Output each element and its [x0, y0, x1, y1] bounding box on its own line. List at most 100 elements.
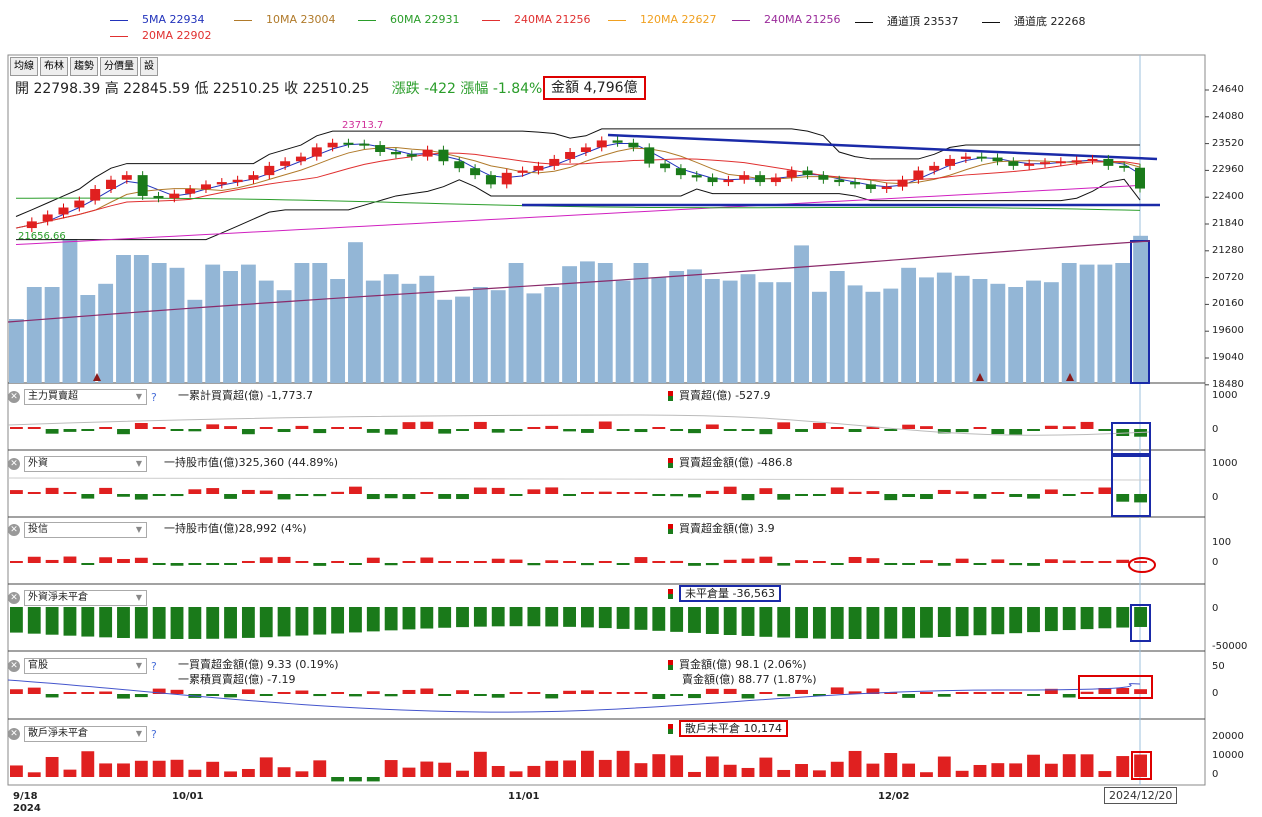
bar-retail-oi [349, 777, 362, 782]
bar-government [117, 694, 130, 699]
volume-bar [116, 255, 131, 383]
bar-foreign [438, 494, 452, 499]
bar-foreign-oi [81, 607, 95, 637]
bar-foreign [581, 492, 594, 494]
highlight-box [1131, 751, 1152, 780]
marker-triangle [1066, 373, 1074, 381]
volume-bar [276, 290, 292, 383]
help-icon[interactable]: ? [151, 390, 157, 404]
indicator-select[interactable]: 外資淨未平倉 ▼ [24, 590, 147, 606]
bar-main-force [955, 429, 969, 433]
bar-main-force [63, 429, 77, 432]
bar-trust [1027, 563, 1040, 566]
candle-body [834, 179, 845, 183]
x-tick: 11/01 [508, 791, 540, 802]
bar-government [991, 692, 1005, 694]
bar-foreign-oi [188, 607, 202, 639]
close-icon[interactable]: ✕ [8, 660, 20, 672]
trend-button[interactable]: 趨勢 [70, 57, 98, 76]
y-tick: 1000 [1212, 458, 1238, 469]
bar-retail-oi [937, 756, 951, 777]
bar-retail-oi [920, 772, 933, 777]
volume-bar [526, 293, 542, 383]
chevron-down-icon: ▼ [135, 392, 142, 401]
high-value: 高 22845.59 [104, 81, 190, 97]
bar-trust [45, 559, 59, 563]
bar-government [705, 688, 719, 694]
bar-foreign-oi [1062, 607, 1076, 631]
bar-main-force [545, 425, 559, 429]
close-icon[interactable]: ✕ [8, 458, 20, 470]
panel-right-label-2: 賣金額(億) 88.77 (1.87%) [682, 673, 817, 686]
bar-retail-oi [1062, 754, 1076, 777]
y-tick: 0 [1212, 557, 1219, 568]
bar-foreign-oi [563, 607, 576, 627]
legend-item: 240MA 21256 [732, 13, 841, 26]
settings-button[interactable]: 設 [140, 57, 158, 76]
close-icon[interactable]: ✕ [8, 524, 20, 536]
bar-foreign [188, 489, 202, 494]
volume-bar [44, 287, 60, 383]
close-icon[interactable]: ✕ [8, 728, 20, 740]
candle-body [280, 161, 291, 166]
bar-government [812, 694, 826, 696]
bar-government [170, 689, 184, 694]
volume-profile-button[interactable]: 分價量 [100, 57, 138, 76]
bar-government [10, 689, 23, 694]
bar-trust [1062, 560, 1076, 563]
indicator-select[interactable]: 主力買賣超 ▼ [24, 389, 147, 405]
help-icon[interactable]: ? [151, 727, 157, 741]
bar-foreign [1098, 487, 1112, 494]
bar-government [99, 691, 113, 694]
bollinger-button[interactable]: 布林 [40, 57, 68, 76]
bar-foreign-oi [634, 607, 648, 630]
cumulative-line [7, 477, 1151, 481]
indicator-select[interactable]: 外資 ▼ [24, 456, 147, 472]
indicator-select[interactable]: 官股 ▼ [24, 658, 147, 674]
chevron-down-icon: ▼ [135, 661, 142, 670]
bar-retail-oi [1009, 763, 1023, 777]
panel-left-label: 一累計買賣超(億) -1,773.7 [178, 389, 314, 402]
bar-retail-oi [491, 765, 505, 777]
highlight-box [1130, 604, 1151, 642]
chevron-down-icon: ▼ [135, 593, 142, 602]
candle-body [992, 157, 1003, 162]
close-icon[interactable]: ✕ [8, 391, 20, 403]
bar-main-force [973, 427, 987, 429]
candle-body [153, 195, 164, 199]
ma-button[interactable]: 均線 [10, 57, 38, 76]
candle-body [802, 170, 813, 176]
indicator-select[interactable]: 散戶淨未平倉 ▼ [24, 726, 147, 742]
volume-bar [9, 319, 24, 383]
bar-foreign-oi [295, 607, 309, 636]
bar-retail-oi [241, 768, 255, 777]
candle-body [612, 140, 623, 143]
bar-government [331, 692, 345, 694]
candle-body [485, 175, 496, 185]
candle-body [945, 158, 956, 166]
channel-bottom-line [16, 178, 1141, 241]
bar-foreign [616, 492, 630, 494]
legend-label: 240MA 21256 [514, 13, 591, 26]
close-icon[interactable]: ✕ [8, 592, 20, 604]
bar-main-force [598, 421, 612, 429]
help-icon[interactable]: ? [151, 659, 157, 673]
legend-label: 通道底 22268 [1014, 15, 1086, 28]
candle-body [200, 184, 211, 190]
bar-foreign-oi [331, 607, 345, 634]
candle-body [375, 145, 386, 152]
bar-trust [366, 557, 380, 563]
bar-foreign-oi [759, 607, 773, 637]
bar-foreign [1062, 494, 1076, 496]
bar-retail-oi [527, 765, 541, 777]
candle-body [786, 170, 797, 178]
panel-header-foreign-oi: ✕ 外資淨未平倉 ▼ [8, 590, 147, 606]
bar-foreign-oi [1044, 607, 1058, 632]
volume-bar [990, 283, 1006, 383]
bar-trust [955, 558, 969, 563]
bar-retail-oi [456, 770, 469, 777]
legend-swatch [110, 19, 128, 21]
bar-main-force [1116, 429, 1130, 436]
indicator-select[interactable]: 投信 ▼ [24, 522, 147, 538]
bar-foreign [937, 489, 951, 494]
